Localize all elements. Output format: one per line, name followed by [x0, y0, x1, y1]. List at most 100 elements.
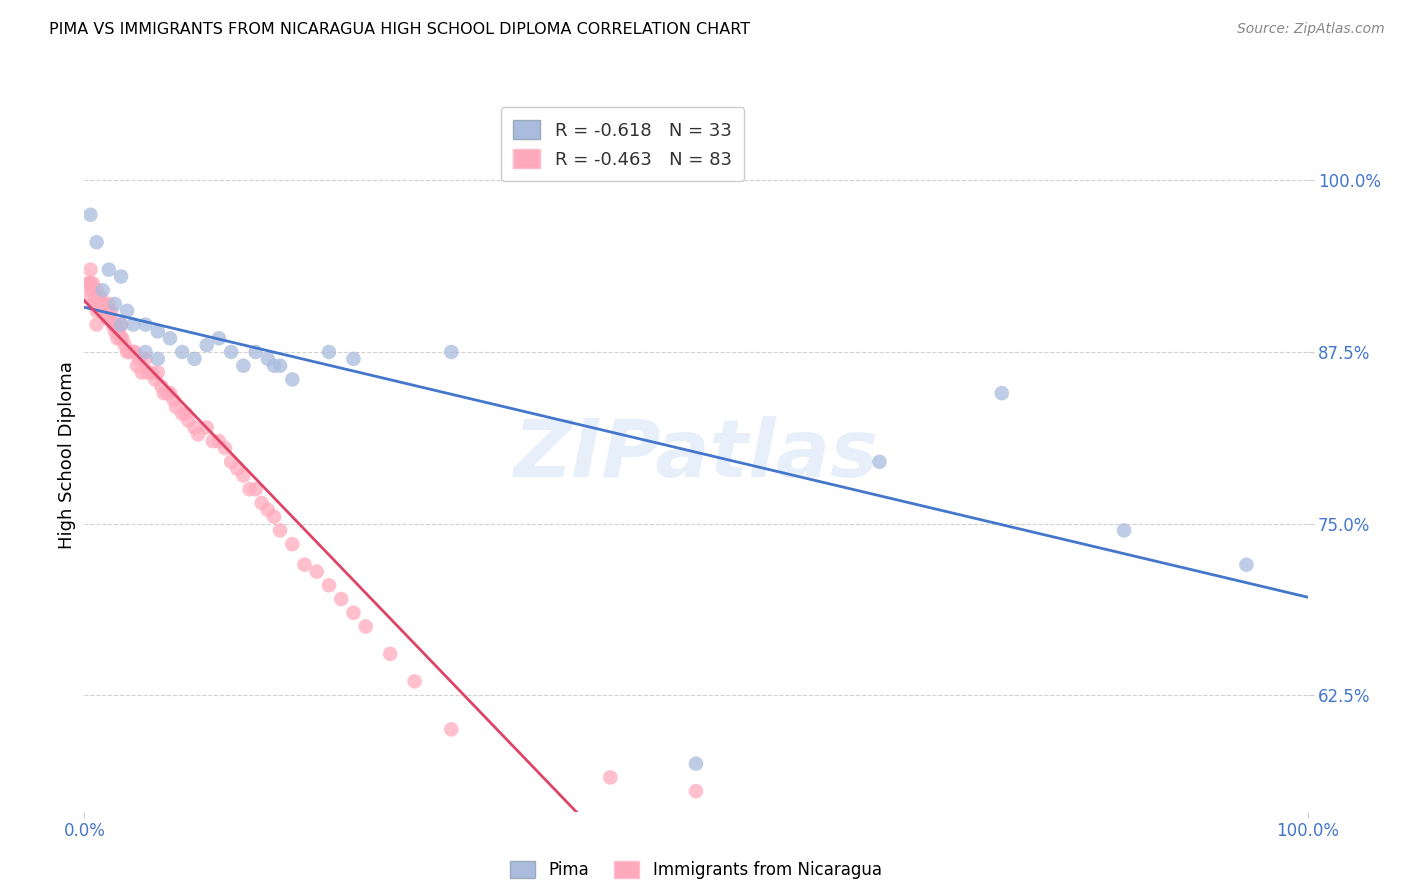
Point: [115, 303, 138, 318]
Point: [172, 407, 194, 421]
Point: [97, 297, 120, 311]
Point: [257, 503, 280, 517]
Point: [219, 455, 242, 469]
Point: [86, 283, 108, 297]
Point: [135, 318, 157, 332]
Point: [141, 366, 163, 380]
Point: [599, 771, 621, 785]
Point: [96, 310, 118, 325]
Point: [89, 290, 111, 304]
Point: [330, 592, 353, 607]
Point: [98, 310, 121, 325]
Point: [86, 318, 108, 332]
Point: [354, 619, 377, 633]
Point: [115, 345, 138, 359]
Point: [80, 283, 103, 297]
Point: [105, 331, 128, 345]
Point: [79, 262, 101, 277]
Point: [135, 345, 157, 359]
Point: [214, 441, 236, 455]
Point: [869, 455, 891, 469]
Point: [101, 318, 124, 332]
Point: [172, 345, 194, 359]
Point: [86, 235, 108, 250]
Point: [281, 372, 304, 386]
Point: [77, 277, 100, 291]
Point: [91, 303, 114, 318]
Point: [146, 325, 169, 339]
Point: [86, 303, 108, 318]
Point: [118, 345, 141, 359]
Point: [146, 351, 169, 366]
Point: [380, 647, 402, 661]
Point: [110, 318, 132, 332]
Point: [685, 784, 707, 798]
Point: [318, 578, 340, 592]
Point: [263, 359, 285, 373]
Point: [79, 277, 101, 291]
Point: [208, 434, 231, 449]
Point: [159, 386, 181, 401]
Point: [93, 297, 115, 311]
Point: [165, 400, 187, 414]
Point: [122, 345, 145, 359]
Point: [100, 303, 122, 318]
Point: [107, 325, 129, 339]
Point: [219, 345, 242, 359]
Point: [104, 297, 127, 311]
Point: [685, 756, 707, 771]
Point: [163, 392, 186, 407]
Point: [150, 379, 173, 393]
Point: [114, 338, 136, 352]
Text: PIMA VS IMMIGRANTS FROM NICARAGUA HIGH SCHOOL DIPLOMA CORRELATION CHART: PIMA VS IMMIGRANTS FROM NICARAGUA HIGH S…: [49, 22, 751, 37]
Point: [104, 325, 127, 339]
Point: [177, 414, 200, 428]
Point: [201, 434, 224, 449]
Point: [159, 331, 181, 345]
Point: [110, 318, 132, 332]
Point: [440, 723, 463, 737]
Point: [991, 386, 1014, 401]
Point: [238, 482, 260, 496]
Point: [122, 318, 145, 332]
Point: [124, 345, 146, 359]
Point: [250, 496, 273, 510]
Point: [294, 558, 316, 572]
Point: [97, 262, 120, 277]
Point: [105, 318, 128, 332]
Y-axis label: High School Diploma: High School Diploma: [58, 361, 76, 549]
Point: [232, 468, 254, 483]
Point: [125, 359, 148, 373]
Point: [83, 297, 105, 311]
Point: [195, 338, 218, 352]
Point: [131, 366, 153, 380]
Point: [183, 351, 205, 366]
Point: [195, 420, 218, 434]
Point: [97, 310, 120, 325]
Point: [135, 351, 157, 366]
Point: [1114, 524, 1136, 538]
Point: [226, 461, 249, 475]
Point: [82, 277, 104, 291]
Point: [318, 345, 340, 359]
Point: [97, 303, 120, 318]
Point: [153, 386, 176, 401]
Point: [77, 290, 100, 304]
Point: [86, 290, 108, 304]
Point: [84, 290, 107, 304]
Point: [90, 297, 112, 311]
Point: [269, 359, 291, 373]
Point: [440, 345, 463, 359]
Point: [79, 208, 101, 222]
Point: [174, 407, 197, 421]
Point: [232, 359, 254, 373]
Point: [1236, 558, 1258, 572]
Point: [257, 351, 280, 366]
Point: [94, 303, 117, 318]
Point: [111, 331, 134, 345]
Point: [305, 565, 328, 579]
Point: [103, 318, 125, 332]
Point: [342, 351, 364, 366]
Text: Source: ZipAtlas.com: Source: ZipAtlas.com: [1237, 22, 1385, 37]
Point: [110, 331, 132, 345]
